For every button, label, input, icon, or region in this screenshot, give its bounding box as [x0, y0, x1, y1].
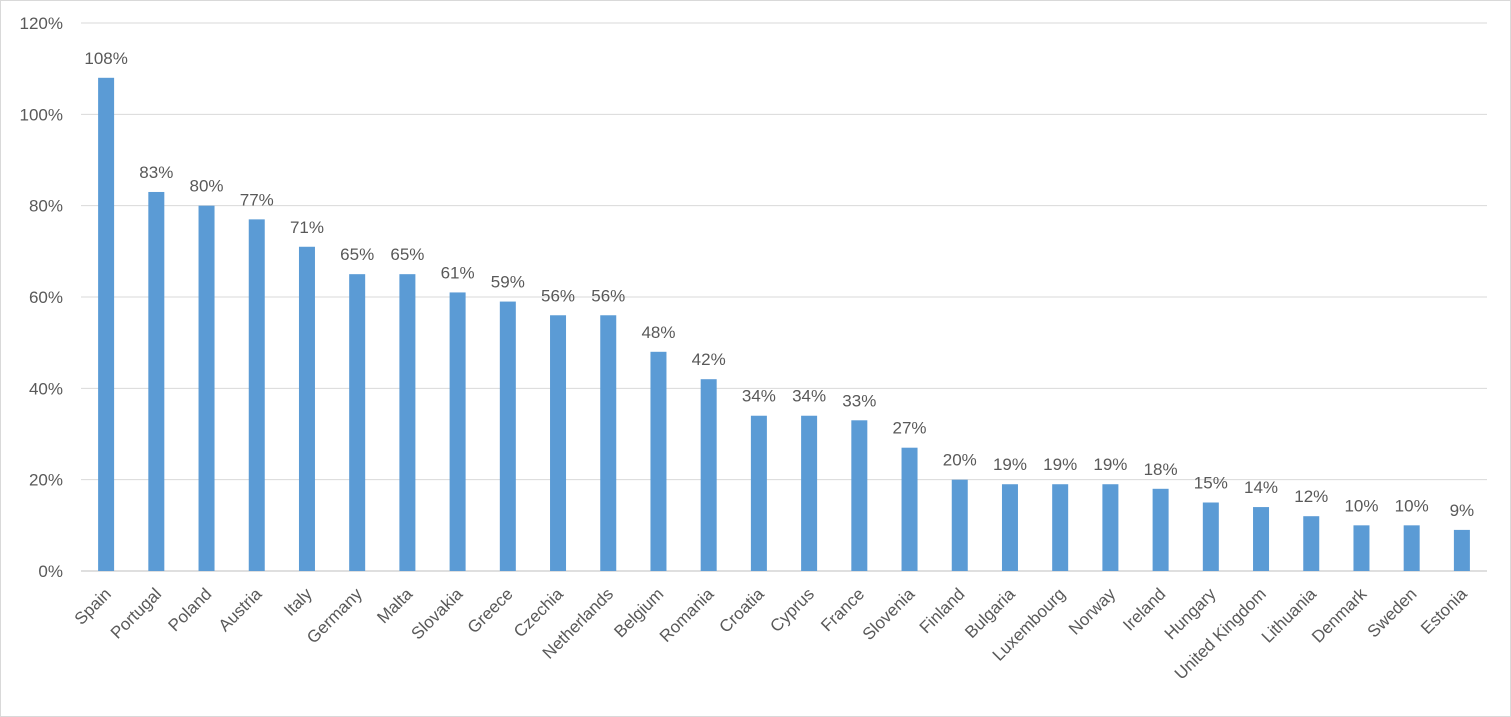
data-label-czechia: 56% — [541, 286, 575, 305]
data-label-portugal: 83% — [139, 163, 173, 182]
category-label-cyprus: Cyprus — [766, 584, 818, 636]
data-label-slovakia: 61% — [441, 263, 475, 282]
data-labels: 108% 83% 80% 77% 71% 65% 65% 61% 59% 56% 56% 48% 42%… — [84, 49, 1474, 520]
data-label-poland: 80% — [190, 177, 224, 196]
y-tick-label-60: 60% — [29, 288, 63, 307]
category-label-romania: Romania — [656, 584, 718, 646]
bar-slovenia — [901, 447, 918, 571]
category-label-germany: Germany — [303, 584, 366, 647]
data-label-finland: 20% — [943, 451, 977, 470]
category-label-denmark: Denmark — [1308, 584, 1371, 647]
data-label-denmark: 10% — [1344, 496, 1378, 515]
bar-norway — [1102, 484, 1119, 571]
data-label-norway: 19% — [1093, 455, 1127, 474]
y-tick-label-100: 100% — [20, 105, 63, 124]
bar-luxembourg — [1052, 484, 1069, 571]
bar-hungary — [1202, 502, 1219, 571]
data-label-luxembourg: 19% — [1043, 455, 1077, 474]
category-label-sweden: Sweden — [1364, 584, 1421, 641]
data-label-croatia: 34% — [742, 387, 776, 406]
bar-italy — [298, 246, 315, 571]
category-label-estonia: Estonia — [1417, 584, 1471, 638]
bar-romania — [700, 379, 717, 571]
data-label-italy: 71% — [290, 218, 324, 237]
category-label-croatia: Croatia — [716, 584, 769, 637]
data-label-france: 33% — [842, 391, 876, 410]
bar-ireland — [1152, 488, 1169, 571]
data-label-estonia: 9% — [1450, 501, 1475, 520]
bar-germany — [349, 274, 366, 571]
y-tick-label-20: 20% — [29, 471, 63, 490]
bar-czechia — [550, 315, 567, 571]
category-label-portugal: Portugal — [107, 584, 165, 642]
y-axis-tick-labels: 0% 20% 40% 60% 80% 100% 120% — [20, 14, 63, 581]
category-label-malta: Malta — [373, 584, 416, 627]
gridlines — [81, 22, 1487, 572]
bar-austria — [248, 219, 265, 571]
category-label-finland: Finland — [916, 584, 969, 637]
category-label-slovenia: Slovenia — [859, 584, 919, 644]
bar-poland — [198, 205, 215, 571]
data-label-germany: 65% — [340, 245, 374, 264]
data-label-cyprus: 34% — [792, 387, 826, 406]
category-label-poland: Poland — [164, 584, 215, 635]
y-tick-label-80: 80% — [29, 197, 63, 216]
data-label-sweden: 10% — [1395, 496, 1429, 515]
bar-croatia — [750, 415, 767, 571]
category-label-greece: Greece — [464, 584, 517, 637]
category-label-spain: Spain — [71, 584, 115, 628]
data-label-slovenia: 27% — [893, 419, 927, 438]
data-label-lithuania: 12% — [1294, 487, 1328, 506]
data-label-netherlands: 56% — [591, 286, 625, 305]
data-label-ireland: 18% — [1144, 460, 1178, 479]
data-label-malta: 65% — [390, 245, 424, 264]
bar-portugal — [148, 191, 165, 571]
y-tick-label-0: 0% — [38, 562, 63, 581]
bar-lithuania — [1303, 516, 1320, 571]
data-label-hungary: 15% — [1194, 474, 1228, 493]
bar-denmark — [1353, 525, 1370, 571]
bar-france — [851, 420, 868, 571]
bar-united-kingdom — [1253, 507, 1270, 571]
y-tick-label-40: 40% — [29, 379, 63, 398]
bar-finland — [951, 479, 968, 571]
data-label-romania: 42% — [692, 350, 726, 369]
bar-cyprus — [801, 415, 818, 571]
bar-bulgaria — [1001, 484, 1018, 571]
bar-malta — [399, 274, 416, 571]
bar-belgium — [650, 351, 667, 571]
category-label-norway: Norway — [1065, 584, 1120, 639]
category-label-austria: Austria — [215, 584, 266, 635]
bar-slovakia — [449, 292, 466, 571]
data-label-greece: 59% — [491, 273, 525, 292]
bars — [98, 77, 1470, 572]
y-tick-label-120: 120% — [20, 14, 63, 33]
bar-greece — [499, 301, 516, 571]
bar-sweden — [1403, 525, 1420, 571]
bar-spain — [98, 77, 115, 572]
category-label-italy: Italy — [280, 584, 316, 620]
category-label-united-kingdom: United Kingdom — [1171, 584, 1270, 683]
category-label-slovakia: Slovakia — [408, 584, 467, 643]
data-label-united-kingdom: 14% — [1244, 478, 1278, 497]
category-label-ireland: Ireland — [1119, 584, 1169, 634]
data-label-spain: 108% — [84, 49, 127, 68]
data-label-austria: 77% — [240, 190, 274, 209]
bar-estonia — [1453, 529, 1470, 571]
data-label-bulgaria: 19% — [993, 455, 1027, 474]
data-label-belgium: 48% — [641, 323, 675, 342]
bar-netherlands — [600, 315, 617, 571]
